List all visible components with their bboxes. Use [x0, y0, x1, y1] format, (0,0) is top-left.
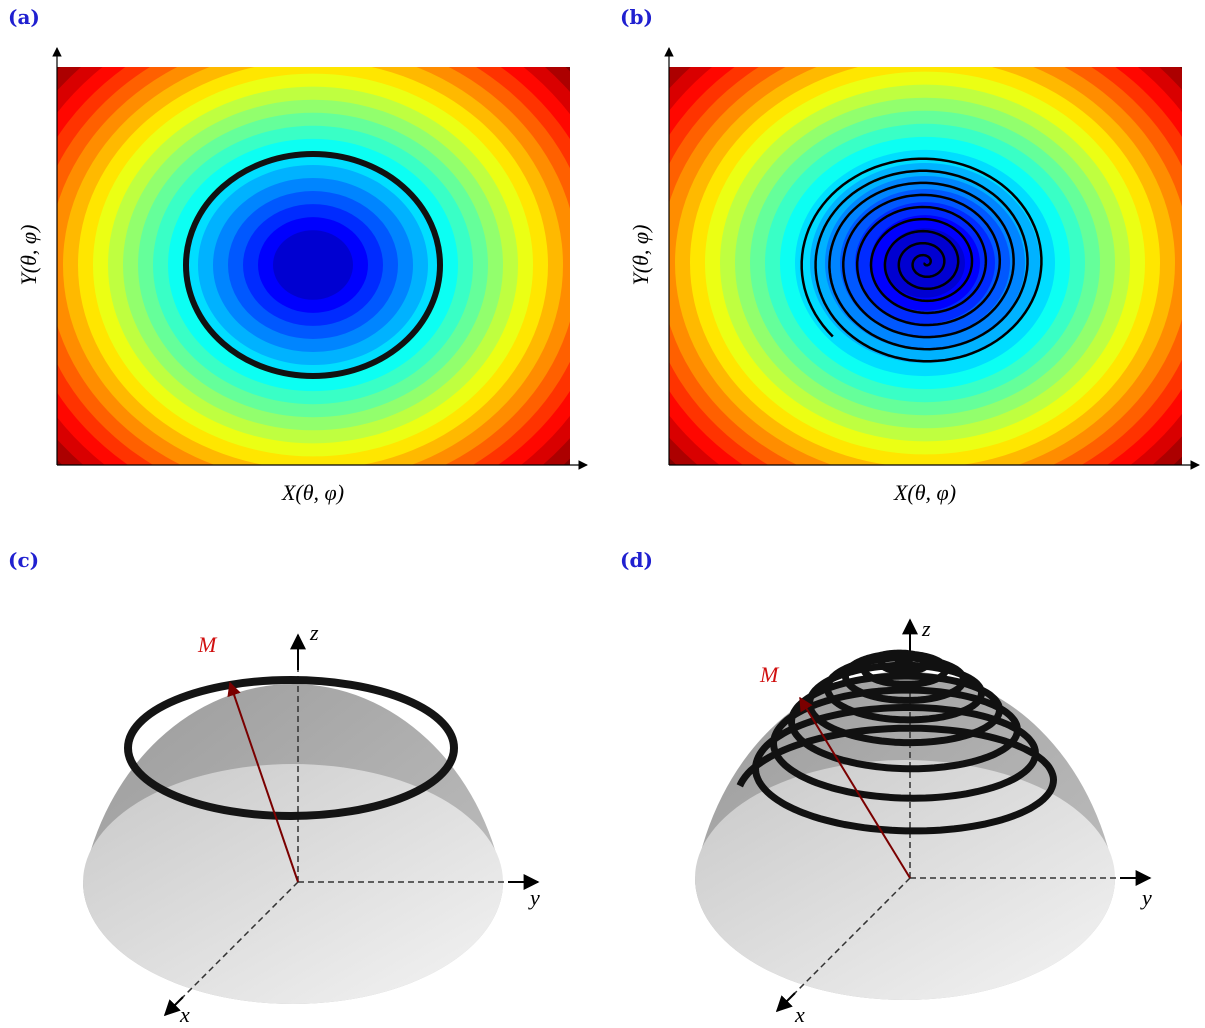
panel-label: (d) [620, 548, 653, 572]
axis-line [794, 877, 911, 994]
trajectory [800, 157, 1043, 363]
vector-label: M [759, 662, 780, 687]
axis-arrow [163, 996, 184, 1017]
hemispheres [83, 618, 1152, 1017]
y-axis-label: Y(θ, φ) [16, 225, 41, 286]
axis-label: y [1140, 885, 1152, 910]
axis-arrow [775, 992, 796, 1013]
panel-label: (a) [8, 5, 40, 29]
axis-label: z [309, 620, 319, 645]
magnetization-vector [799, 696, 911, 879]
panel-label: (b) [620, 5, 653, 29]
trajectory [736, 649, 1057, 835]
contour-map [669, 67, 1182, 465]
x-axis-label: X(θ, φ) [281, 480, 344, 505]
axis-label: z [921, 616, 931, 641]
panel-label: (c) [8, 548, 39, 572]
contour-band [273, 230, 353, 300]
magnetization-vector [227, 681, 299, 883]
axis-label: x [179, 1002, 190, 1027]
axis-label: x [794, 1002, 805, 1027]
trajectory [183, 151, 443, 379]
contour-map [57, 67, 570, 465]
y-axis-label: Y(θ, φ) [628, 225, 653, 286]
axis-label: y [528, 885, 540, 910]
base-face [83, 764, 503, 1004]
vector-label: M [197, 632, 218, 657]
trajectory [124, 676, 458, 820]
axis-line [182, 881, 299, 998]
x-axis-label: X(θ, φ) [893, 480, 956, 505]
